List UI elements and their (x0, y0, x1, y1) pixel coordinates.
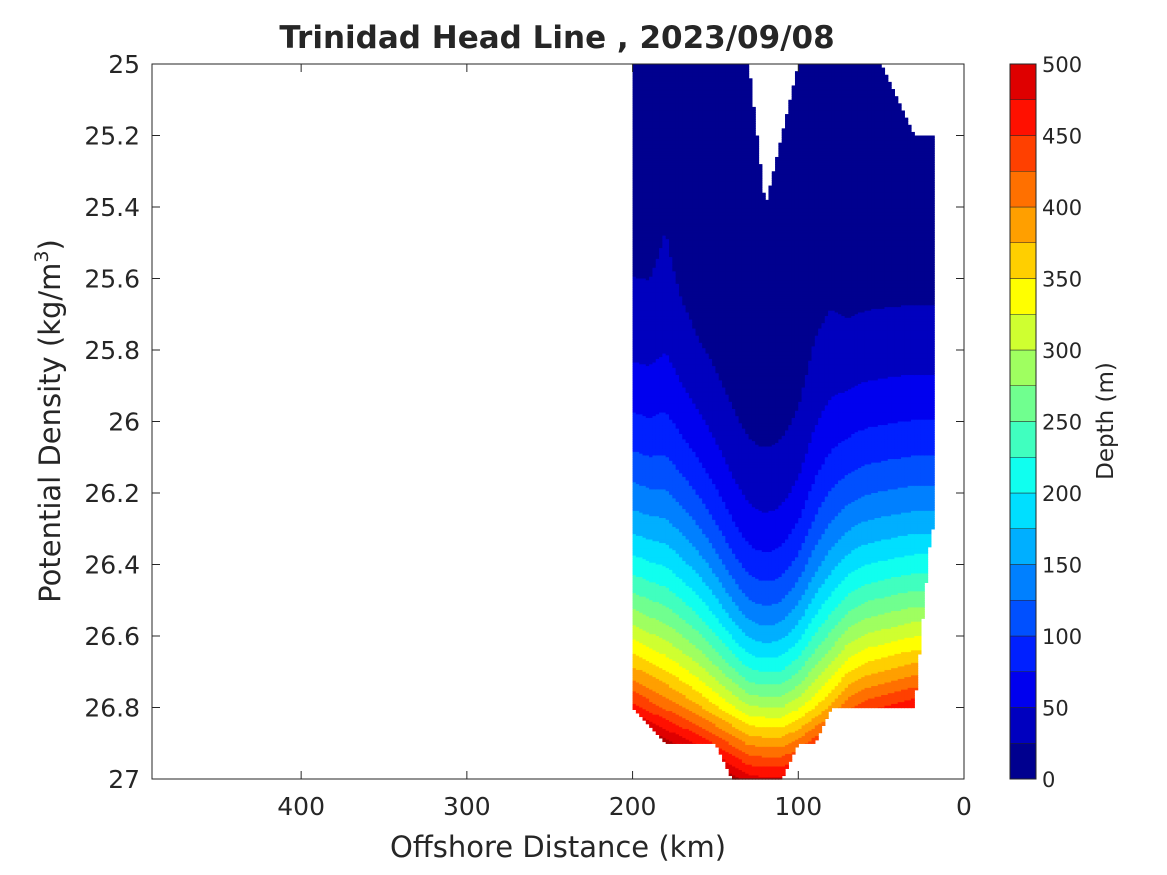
chart-title: Trinidad Head Line , 2023/09/08 (279, 20, 834, 56)
contour-fill (633, 64, 935, 780)
plot-area: 400 300 200 100 0 2525.225.425.625.82626.226… (84, 50, 972, 821)
